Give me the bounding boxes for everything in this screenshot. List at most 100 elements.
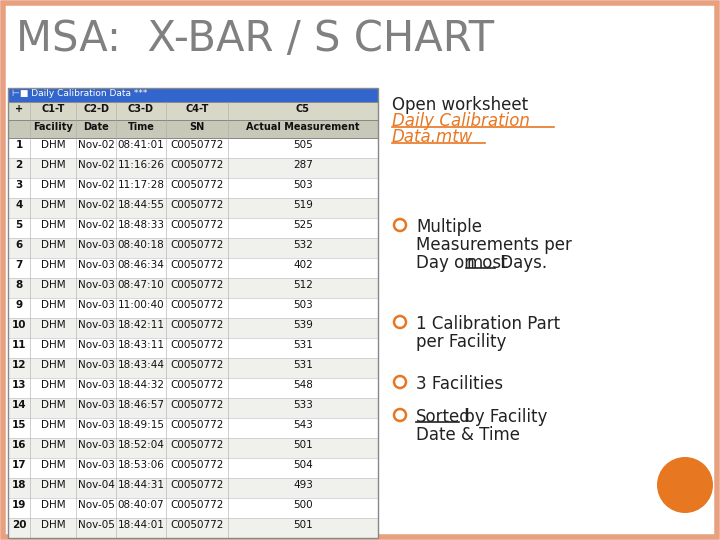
Text: 12: 12 [12,360,26,370]
Text: 15: 15 [12,420,26,430]
Text: DHM: DHM [41,440,66,450]
Text: Nov-03: Nov-03 [78,360,114,370]
Text: DHM: DHM [41,300,66,310]
Text: 500: 500 [293,500,312,510]
Text: C0050772: C0050772 [171,400,224,410]
FancyBboxPatch shape [8,258,378,278]
Text: C0050772: C0050772 [171,420,224,430]
Text: 20: 20 [12,520,26,530]
Text: 8: 8 [15,280,22,290]
Text: C1-T: C1-T [41,104,65,114]
Text: 18:44:01: 18:44:01 [117,520,164,530]
Text: 13: 13 [12,380,26,390]
Text: 6: 6 [15,240,22,250]
Text: 08:40:18: 08:40:18 [117,240,164,250]
Text: 519: 519 [293,200,313,210]
Text: 5: 5 [15,220,22,230]
Text: 16: 16 [12,440,26,450]
Text: 402: 402 [293,260,313,270]
Text: 505: 505 [293,140,313,150]
FancyBboxPatch shape [8,338,378,358]
Text: C0050772: C0050772 [171,180,224,190]
Text: C0050772: C0050772 [171,220,224,230]
Text: 287: 287 [293,160,313,170]
FancyBboxPatch shape [8,438,378,458]
Text: 18:52:04: 18:52:04 [117,440,164,450]
Text: Nov-03: Nov-03 [78,340,114,350]
Text: C0050772: C0050772 [171,240,224,250]
Text: C0050772: C0050772 [171,460,224,470]
Text: 08:46:34: 08:46:34 [117,260,164,270]
Text: Nov-03: Nov-03 [78,460,114,470]
Circle shape [394,376,406,388]
Text: MSA:  X-BAR / S CHART: MSA: X-BAR / S CHART [16,18,494,60]
FancyBboxPatch shape [8,278,378,298]
Text: Nov-03: Nov-03 [78,260,114,270]
Text: Nov-02: Nov-02 [78,200,114,210]
Text: C0050772: C0050772 [171,440,224,450]
Text: 7: 7 [15,260,23,270]
Text: C0050772: C0050772 [171,360,224,370]
Text: 1: 1 [15,140,22,150]
Text: 9: 9 [15,300,22,310]
Text: per Facility: per Facility [416,333,506,351]
FancyBboxPatch shape [8,178,378,198]
FancyBboxPatch shape [3,3,717,537]
FancyBboxPatch shape [8,498,378,518]
Text: C0050772: C0050772 [171,260,224,270]
Text: 08:47:10: 08:47:10 [117,280,164,290]
Text: 548: 548 [293,380,313,390]
Text: DHM: DHM [41,460,66,470]
Text: C3-D: C3-D [128,104,154,114]
Text: C5: C5 [296,104,310,114]
Text: Nov-02: Nov-02 [78,220,114,230]
Text: 18:49:15: 18:49:15 [117,420,164,430]
Text: ⊢■ Daily Calibration Data ***: ⊢■ Daily Calibration Data *** [12,89,148,98]
Text: 18:42:11: 18:42:11 [117,320,164,330]
Text: DHM: DHM [41,160,66,170]
FancyBboxPatch shape [8,238,378,258]
Text: 532: 532 [293,240,313,250]
Text: C0050772: C0050772 [171,500,224,510]
Text: C0050772: C0050772 [171,200,224,210]
Text: C0050772: C0050772 [171,280,224,290]
Text: DHM: DHM [41,520,66,530]
Text: Actual Measurement: Actual Measurement [246,122,360,132]
Text: by Facility: by Facility [459,408,548,426]
Text: 17: 17 [12,460,27,470]
Text: 18:53:06: 18:53:06 [117,460,164,470]
Text: DHM: DHM [41,400,66,410]
Text: 11:16:26: 11:16:26 [117,160,164,170]
Text: 18:43:11: 18:43:11 [117,340,164,350]
Text: 543: 543 [293,420,313,430]
Text: 533: 533 [293,400,313,410]
Text: 11:00:40: 11:00:40 [117,300,164,310]
FancyBboxPatch shape [8,88,378,102]
Text: 512: 512 [293,280,313,290]
Text: Days.: Days. [495,254,547,272]
Text: 18:48:33: 18:48:33 [117,220,164,230]
FancyBboxPatch shape [8,398,378,418]
Text: C0050772: C0050772 [171,300,224,310]
Text: Nov-04: Nov-04 [78,480,114,490]
Text: +: + [15,104,23,114]
Text: DHM: DHM [41,380,66,390]
FancyBboxPatch shape [8,120,378,138]
Text: 1 Calibration Part: 1 Calibration Part [416,315,560,333]
Text: 503: 503 [293,180,313,190]
Text: 11:17:28: 11:17:28 [117,180,164,190]
Text: DHM: DHM [41,200,66,210]
Text: Nov-03: Nov-03 [78,240,114,250]
Text: C0050772: C0050772 [171,380,224,390]
Text: DHM: DHM [41,180,66,190]
Text: Date: Date [83,122,109,132]
Text: Data.mtw: Data.mtw [392,128,473,146]
Text: DHM: DHM [41,500,66,510]
Text: Nov-02: Nov-02 [78,140,114,150]
Text: DHM: DHM [41,360,66,370]
FancyBboxPatch shape [8,458,378,478]
Text: DHM: DHM [41,220,66,230]
Text: Open worksheet: Open worksheet [392,96,528,114]
Text: Multiple: Multiple [416,218,482,236]
Text: Nov-02: Nov-02 [78,160,114,170]
